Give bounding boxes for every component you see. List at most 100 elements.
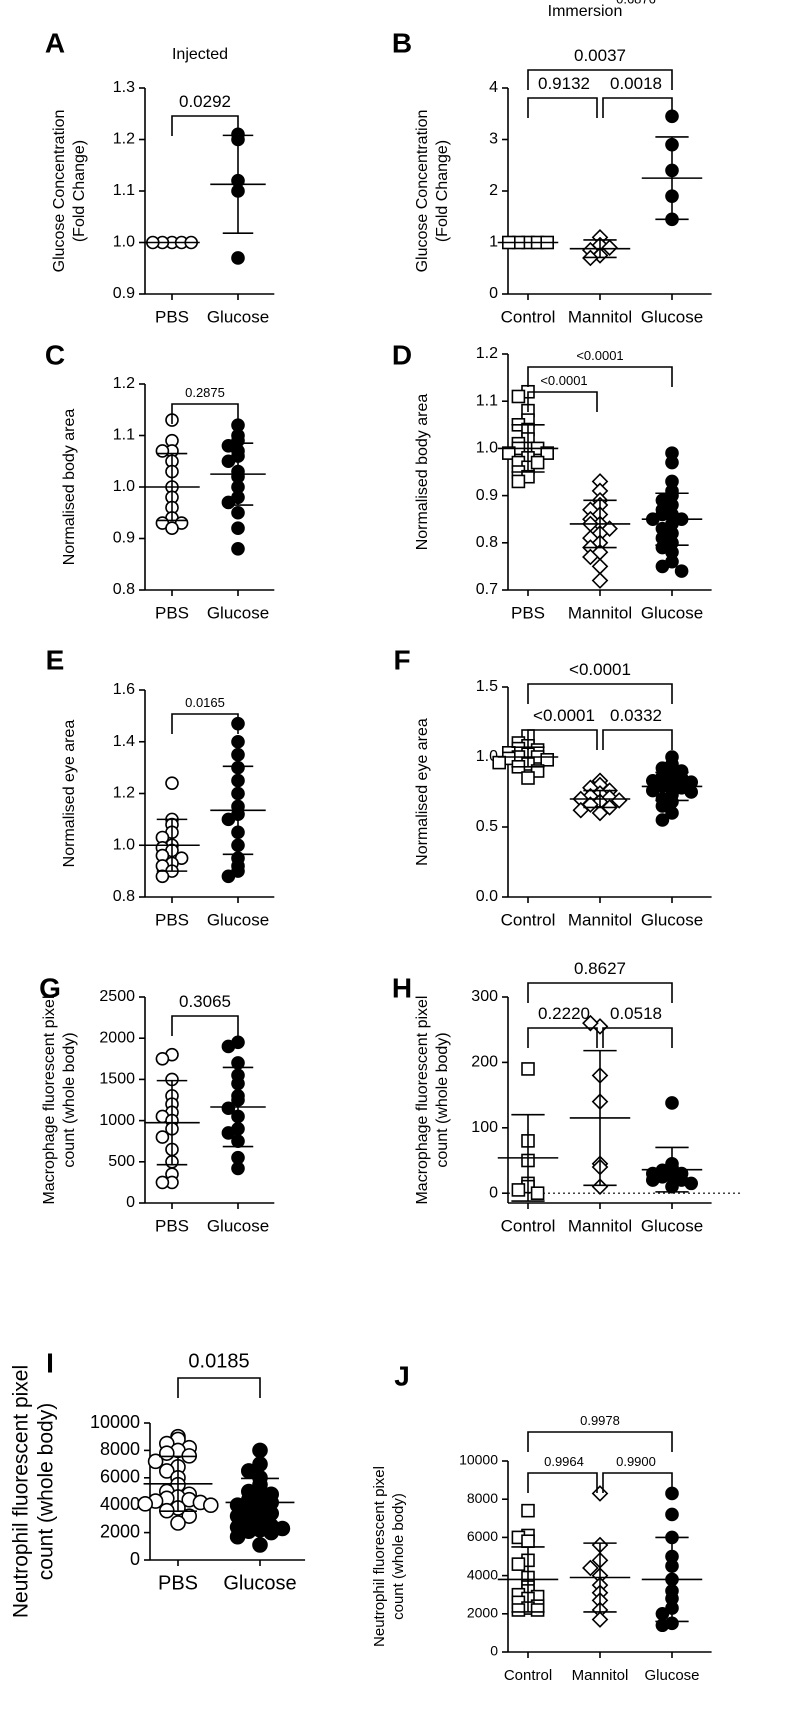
x-tick-label: Glucose (641, 910, 703, 929)
data-point (582, 796, 599, 813)
p-value: 0.0518 (610, 1004, 662, 1023)
y-tick-label: 1.2 (113, 131, 135, 148)
sd-bar (156, 1079, 188, 1166)
data-point (582, 1014, 599, 1032)
y-tick-label: 0.7 (476, 581, 498, 598)
y-tick-label: 1.5 (476, 678, 498, 695)
y-tick-label: 300 (471, 988, 498, 1005)
data-point (665, 455, 679, 470)
y-tick-label: 2 (489, 182, 498, 199)
y-tick-label: 0.9 (113, 530, 135, 547)
y-axis-label: Glucose Concentration (414, 110, 431, 273)
data-point (511, 474, 526, 489)
x-tick-label: Mannitol (572, 1667, 629, 1684)
significance-bracket (527, 1027, 598, 1048)
p-value: 0.0165 (185, 695, 225, 710)
data-point (221, 812, 236, 827)
y-axis-label: (Fold Change) (71, 140, 88, 242)
y-tick-label: 0.0 (476, 888, 498, 905)
data-point (147, 1453, 164, 1470)
y-tick-label: 1.2 (113, 375, 135, 392)
data-point (665, 1096, 679, 1110)
y-axis-label: Normalised eye area (61, 720, 78, 868)
data-point (221, 454, 236, 469)
data-point (684, 785, 699, 799)
y-tick-label: 0 (489, 1184, 498, 1201)
x-tick-label: Glucose (641, 603, 703, 622)
panel-letter: A (45, 27, 65, 58)
data-point (137, 1496, 153, 1512)
data-point (231, 505, 245, 520)
significance-bracket (527, 1431, 673, 1452)
y-tick-label: 1.1 (113, 182, 135, 199)
panel-header: Immersion (548, 3, 623, 20)
data-point (231, 251, 245, 265)
y-tick-label: 1.1 (476, 392, 498, 409)
data-point (521, 1534, 535, 1549)
data-point (521, 1062, 535, 1076)
y-tick-label: 2000 (99, 1029, 135, 1046)
y-tick-label: 0 (489, 285, 498, 302)
data-point (540, 752, 555, 767)
y-tick-label: 1.4 (113, 733, 135, 750)
y-tick-label: 0 (130, 1549, 140, 1569)
p-value: 0.0332 (610, 706, 662, 725)
y-tick-label: 1.2 (113, 785, 135, 802)
y-tick-label: 0.8 (113, 888, 135, 905)
significance-bracket (171, 403, 239, 424)
data-point (511, 1603, 526, 1617)
sd-bar (583, 1542, 617, 1613)
significance-bracket (527, 982, 673, 1003)
y-axis-label: Macrophage fluorescent pixel (41, 995, 58, 1204)
p-value: 0.0018 (610, 74, 662, 93)
y-tick-label: 1000 (99, 1112, 135, 1129)
x-tick-label: Control (501, 1216, 556, 1235)
data-point (181, 1508, 197, 1524)
y-tick-label: 8000 (467, 1490, 498, 1506)
data-point (530, 1603, 545, 1617)
data-point (665, 1507, 679, 1522)
p-value: <0.0001 (569, 660, 631, 679)
y-axis-label: Normalised body area (414, 394, 431, 551)
y-axis-label: count (whole body) (61, 1032, 78, 1167)
y-axis-label: Macrophage fluorescent pixel (414, 995, 431, 1204)
p-value: 0.9900 (616, 1454, 656, 1469)
y-axis-label: Neutrophil fluorescent pixel (10, 1365, 33, 1618)
sd-bar (583, 499, 617, 549)
data-point (655, 1607, 670, 1621)
data-point (203, 1497, 219, 1513)
sd-bar (241, 1477, 279, 1528)
x-tick-label: Glucose (644, 1667, 699, 1684)
y-tick-label: 4 (489, 79, 498, 96)
y-tick-label: 0 (126, 1194, 135, 1211)
data-point (511, 1557, 526, 1571)
x-tick-label: PBS (155, 1216, 189, 1235)
p-value: <0.0001 (533, 706, 595, 725)
x-tick-label: Mannitol (568, 1216, 632, 1235)
y-tick-label: 4000 (467, 1566, 498, 1582)
panel-letter: H (392, 972, 412, 1003)
p-value: 0.0292 (179, 92, 231, 111)
sd-bar (655, 492, 689, 546)
sd-bar (583, 1049, 617, 1187)
x-tick-label: PBS (155, 603, 189, 622)
sd-bar (156, 818, 188, 872)
data-point (221, 1101, 236, 1116)
sd-bar (655, 771, 689, 802)
p-value: <0.0001 (540, 373, 587, 388)
data-point (684, 1176, 699, 1191)
sd-bar (655, 1536, 689, 1623)
y-tick-label: 1 (489, 234, 498, 251)
p-value: 0.0185 (188, 1350, 249, 1372)
y-axis-label: count (whole body) (434, 1032, 451, 1167)
y-tick-label: 1.0 (476, 440, 498, 457)
p-value: 0.9964 (544, 1454, 584, 1469)
y-tick-label: 0.9 (476, 487, 498, 504)
data-point (582, 1559, 599, 1577)
significance-bracket (602, 1027, 673, 1048)
data-point (492, 755, 507, 770)
data-point (665, 806, 679, 820)
data-point (231, 1161, 245, 1176)
y-tick-label: 3 (489, 131, 498, 148)
data-point (530, 455, 545, 470)
